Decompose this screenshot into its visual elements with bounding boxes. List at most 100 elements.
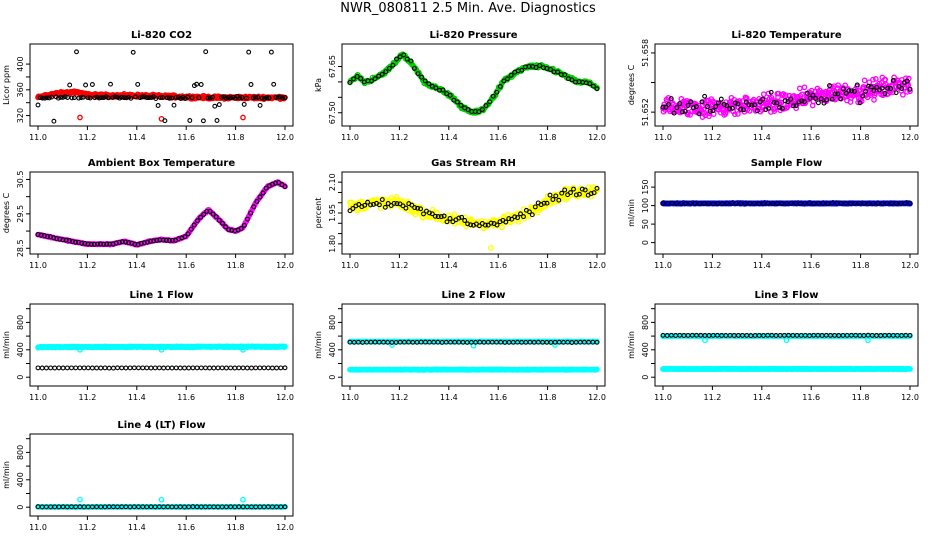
data-point (156, 365, 162, 371)
data-point (60, 94, 66, 100)
y-tick-label: 50 (641, 219, 650, 229)
data-point (835, 82, 841, 89)
data-point (130, 49, 136, 55)
y-tick-label: 400 (16, 56, 25, 71)
data-point (79, 240, 85, 246)
data-point (865, 83, 871, 89)
data-point (843, 90, 849, 96)
data-point (426, 81, 432, 87)
x-tick-label: 12.0 (901, 393, 919, 402)
data-point (790, 103, 796, 109)
x-tick-label: 11.8 (539, 261, 557, 270)
data-point (253, 94, 258, 100)
x-tick-label: 11.6 (177, 523, 195, 532)
data-point (752, 102, 758, 108)
series-reference (35, 180, 288, 247)
data-point (203, 365, 208, 371)
x-tick-label: 11.8 (227, 261, 245, 270)
data-point (718, 96, 724, 102)
data-point (391, 200, 397, 206)
data-point (707, 108, 713, 114)
data-point (165, 365, 171, 371)
data-point (804, 90, 810, 96)
data-point (404, 56, 410, 62)
panel-title: Line 3 Flow (755, 290, 819, 301)
x-tick-label: 11.8 (852, 133, 870, 142)
data-point (128, 95, 134, 101)
data-point (212, 103, 218, 109)
data-point (591, 190, 597, 196)
data-point (211, 365, 217, 371)
plot-frame (341, 43, 606, 127)
data-point (840, 86, 846, 92)
data-point (127, 365, 133, 371)
y-axis-label: degrees C (627, 64, 636, 105)
data-point (441, 213, 447, 219)
data-point (369, 78, 374, 84)
data-point (403, 205, 409, 211)
data-point (275, 94, 281, 100)
data-point (139, 94, 145, 100)
series-measured (347, 51, 600, 116)
data-point (889, 200, 895, 206)
data-point (219, 94, 225, 100)
panel-title: Li-820 Temperature (731, 30, 841, 41)
x-tick-label: 12.0 (276, 523, 294, 532)
data-point (198, 365, 204, 371)
x-tick-label: 11.6 (177, 393, 195, 402)
data-point (738, 201, 744, 207)
data-point (110, 365, 116, 371)
data-point (107, 241, 113, 247)
data-point (573, 192, 579, 198)
x-tick-label: 11.0 (654, 261, 672, 270)
y-axis-label: degrees C (2, 192, 11, 233)
data-point (52, 365, 58, 371)
x-tick-label: 11.2 (390, 133, 408, 142)
data-point (62, 94, 68, 100)
data-point (685, 103, 691, 108)
data-points (35, 343, 288, 371)
data-point (44, 234, 50, 240)
data-point (354, 74, 360, 79)
data-point (880, 201, 886, 207)
data-point (102, 365, 108, 371)
data-point (512, 214, 518, 220)
x-tick-label: 12.0 (588, 133, 606, 142)
data-point (67, 82, 73, 88)
data-point (266, 95, 272, 101)
data-point (766, 105, 771, 111)
data-point (742, 201, 748, 206)
data-point (56, 365, 62, 371)
data-point (138, 241, 144, 246)
data-point (411, 65, 417, 71)
data-point (171, 102, 177, 108)
data-point (269, 365, 275, 371)
data-point (161, 365, 167, 371)
data-point (117, 95, 123, 101)
data-point (394, 56, 399, 62)
data-point (119, 94, 125, 100)
data-point (166, 95, 172, 101)
data-point (811, 201, 817, 207)
data-point (169, 365, 175, 371)
data-point (58, 94, 64, 100)
data-point (282, 184, 288, 190)
data-point (64, 365, 70, 371)
data-point (462, 218, 468, 223)
data-point (65, 95, 70, 100)
data-point (594, 366, 600, 373)
data-point (265, 365, 271, 371)
data-point (169, 95, 175, 101)
data-point (415, 71, 421, 77)
data-point (433, 85, 439, 91)
x-tick-label: 11.6 (489, 261, 507, 270)
data-point (54, 236, 60, 242)
data-point (735, 101, 741, 107)
data-point (785, 99, 791, 105)
data-point (219, 365, 225, 371)
panel-title: Li-820 CO2 (131, 30, 192, 41)
data-point (857, 200, 863, 206)
